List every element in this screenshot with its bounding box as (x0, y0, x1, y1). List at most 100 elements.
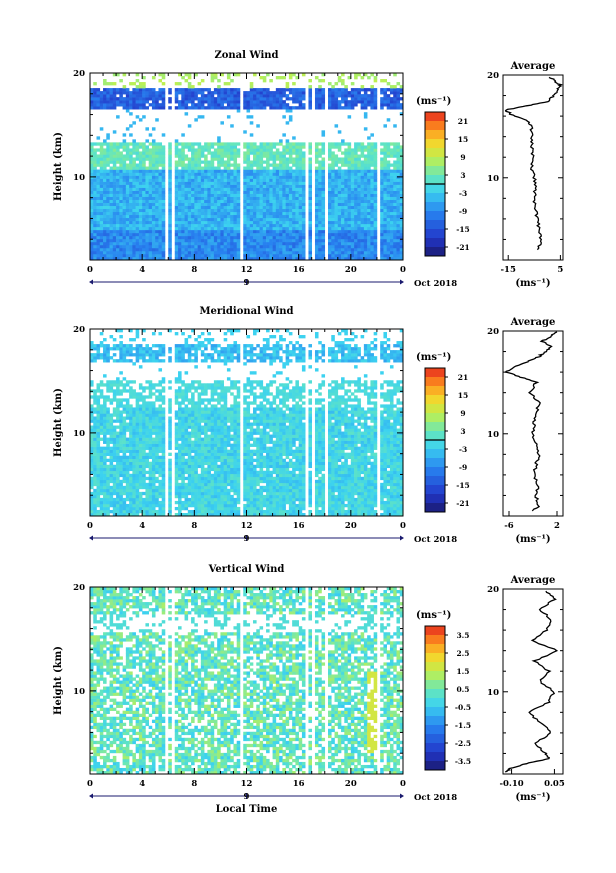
heatmap-cell (363, 241, 368, 246)
heatmap-cell (383, 181, 387, 185)
heatmap-cell (119, 187, 123, 191)
heatmap-cell (246, 187, 251, 191)
heatmap-cell (337, 169, 342, 173)
heatmap-cell (181, 217, 185, 222)
heatmap-cell (135, 73, 140, 77)
heatmap-cell (328, 241, 332, 246)
heatmap-cell (96, 395, 101, 399)
heatmap-cell (90, 344, 94, 348)
heatmap-cell (132, 461, 136, 466)
heatmap-cell (363, 175, 368, 179)
heatmap-cell (363, 196, 368, 200)
heatmap-cell (161, 100, 166, 104)
heatmap-cell (350, 208, 355, 213)
heatmap-cell (148, 223, 153, 228)
heatmap-cell (96, 464, 101, 469)
heatmap-cell (90, 347, 94, 351)
heatmap-cell (328, 88, 332, 92)
heatmap-cell (213, 190, 218, 194)
heatmap-cell (256, 232, 260, 237)
heatmap-cell (148, 148, 153, 152)
heatmap-cell (275, 184, 280, 188)
heatmap-cell (298, 184, 303, 188)
heatmap-cell (138, 175, 143, 179)
heatmap-cell (129, 232, 133, 237)
heatmap-cell (93, 419, 97, 423)
heatmap-cell (357, 199, 361, 203)
heatmap-cell (301, 199, 306, 203)
heatmap-cell (373, 142, 378, 146)
heatmap-cell (350, 235, 355, 240)
heatmap-cell (119, 226, 123, 231)
heatmap-cell (142, 190, 146, 194)
heatmap-cell (373, 157, 378, 161)
heatmap-cell (90, 178, 94, 182)
heatmap-cell (282, 163, 286, 167)
heatmap-cell (308, 232, 313, 237)
heatmap-cell (262, 103, 267, 107)
heatmap-cell (321, 148, 326, 152)
heatmap-cell (135, 509, 140, 514)
heatmap-cell (357, 220, 361, 225)
heatmap-cell (301, 91, 306, 95)
heatmap-cell (308, 91, 313, 95)
heatmap-cell (129, 389, 133, 393)
colorbar-band (425, 229, 445, 239)
heatmap-cell (249, 190, 254, 194)
heatmap-cell (331, 223, 335, 228)
heatmap-cell (350, 172, 355, 176)
heatmap-cell (328, 145, 332, 149)
heatmap-cell (360, 97, 365, 101)
heatmap-cell (259, 103, 264, 107)
heatmap-cell (93, 398, 97, 402)
heatmap-cell (125, 347, 130, 351)
heatmap-cell (103, 82, 107, 86)
heatmap-cell (138, 154, 143, 158)
heatmap-cell (119, 244, 123, 249)
heatmap-cell (396, 148, 401, 152)
heatmap-cell (373, 253, 378, 258)
heatmap-cell (292, 214, 296, 219)
heatmap-cell (223, 226, 228, 231)
heatmap-cell (341, 184, 345, 188)
heatmap-cell (275, 88, 280, 92)
heatmap-cell (272, 211, 277, 216)
heatmap-cell (103, 419, 107, 423)
heatmap-cell (399, 232, 404, 237)
heatmap-cell (135, 455, 140, 459)
heatmap-cell (213, 199, 218, 203)
heatmap-cell (145, 172, 149, 176)
heatmap-cell (119, 359, 123, 363)
heatmap-cell (357, 235, 361, 240)
heatmap-cell (142, 115, 146, 119)
heatmap-cell (187, 97, 192, 101)
heatmap-cell (155, 169, 159, 173)
heatmap-cell (158, 175, 163, 179)
heatmap-cell (344, 205, 348, 210)
heatmap-cell (178, 154, 182, 158)
heatmap-cell (96, 449, 101, 453)
colorbar-band (425, 121, 445, 131)
heatmap-cell (106, 202, 110, 207)
heatmap-cell (256, 211, 260, 216)
heatmap-cell (200, 151, 205, 155)
heatmap-cell (389, 148, 394, 152)
heatmap-cell (207, 166, 211, 170)
heatmap-cell (96, 163, 101, 167)
heatmap-cell (347, 217, 352, 222)
heatmap-cell (383, 91, 387, 95)
heatmap-cell (272, 154, 277, 158)
heatmap-cell (191, 181, 195, 185)
heatmap-cell (148, 202, 153, 207)
heatmap-cell (243, 193, 247, 197)
heatmap-cell (90, 88, 94, 92)
heatmap-cell (308, 142, 313, 146)
heatmap-cell (122, 187, 127, 191)
heatmap-cell (116, 386, 120, 390)
heatmap-cell (129, 500, 133, 505)
heatmap-cell (380, 100, 384, 104)
heatmap-cell (119, 178, 123, 182)
heatmap-cell (389, 202, 394, 207)
heatmap-cell (347, 199, 352, 203)
colorbar-tick-label: 21 (458, 117, 468, 126)
